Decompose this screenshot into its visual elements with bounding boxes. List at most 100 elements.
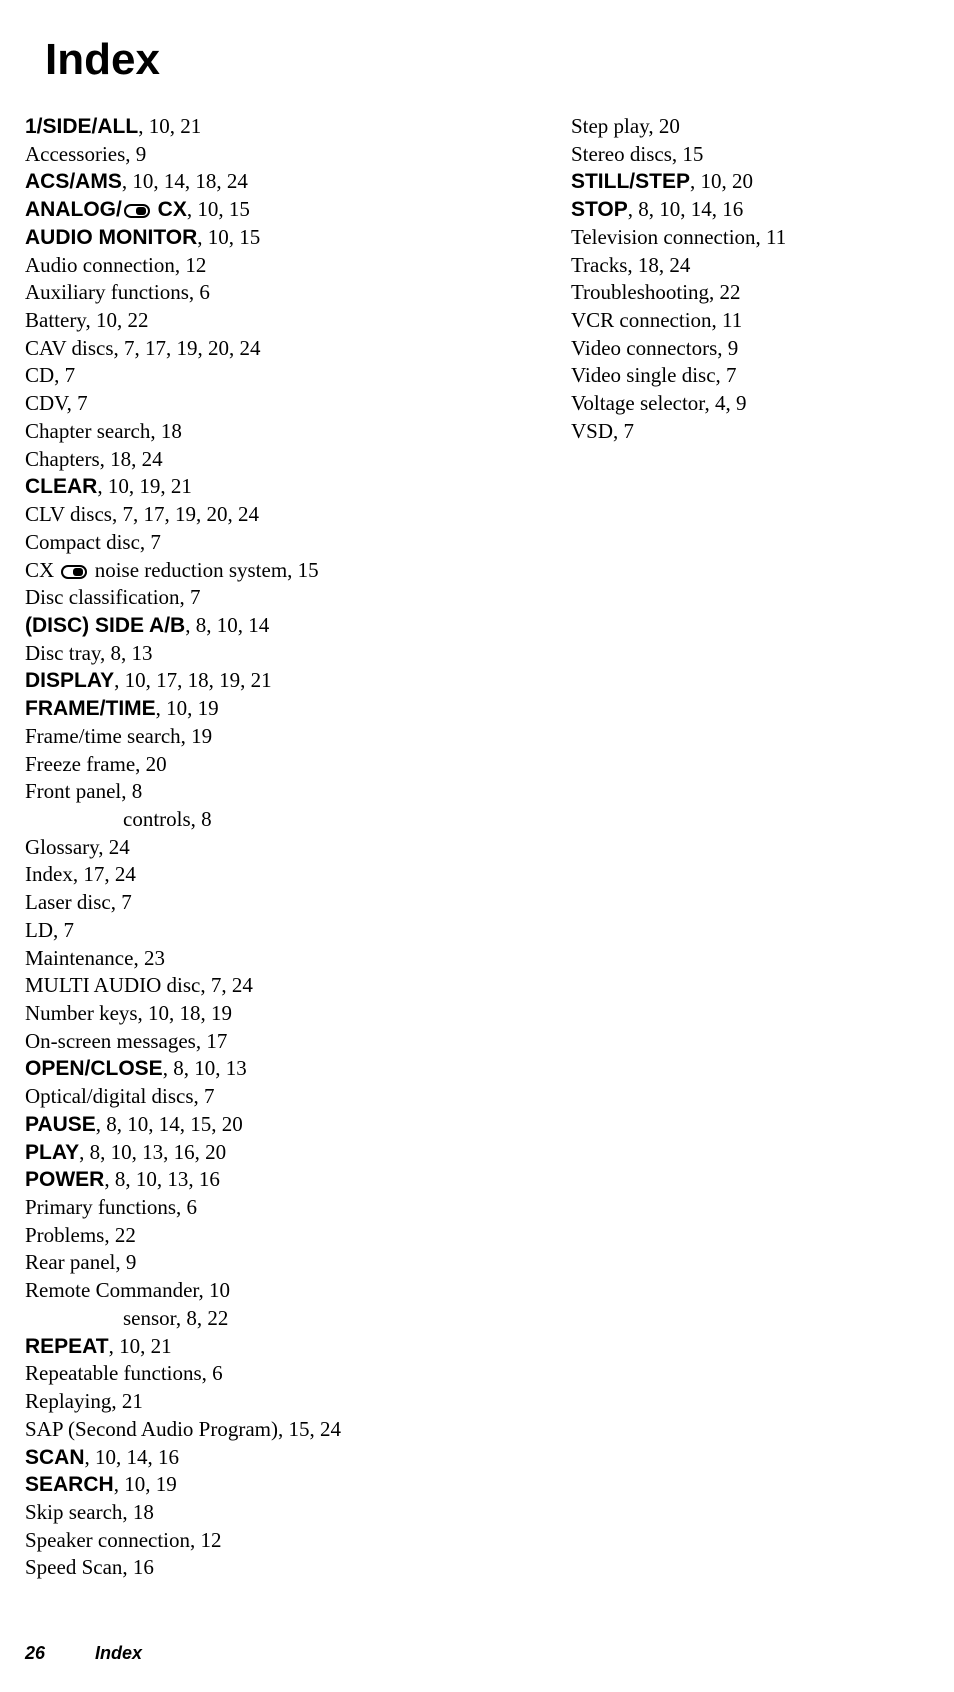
index-pages: , 10, 21 bbox=[138, 114, 201, 138]
index-pages: , 10, 15 bbox=[187, 197, 250, 221]
index-entry: Speed Scan, 16 bbox=[25, 1554, 341, 1582]
index-entry: LD, 7 bbox=[25, 917, 341, 945]
index-entry: Primary functions, 6 bbox=[25, 1194, 341, 1222]
index-term-bold: PLAY bbox=[25, 1141, 79, 1164]
index-entry: Front panel, 8 bbox=[25, 778, 341, 806]
index-term: Number keys, 10, 18, 19 bbox=[25, 1001, 232, 1025]
index-term: Front panel, 8 bbox=[25, 779, 142, 803]
index-pages: , 10, 15 bbox=[197, 225, 260, 249]
index-pages: , 10, 19, 21 bbox=[97, 474, 192, 498]
index-term: Television connection, 11 bbox=[571, 225, 786, 249]
index-entry: Replaying, 21 bbox=[25, 1388, 341, 1416]
index-entry: Tracks, 18, 24 bbox=[571, 252, 786, 280]
index-entry: Skip search, 18 bbox=[25, 1499, 341, 1527]
index-entry: Maintenance, 23 bbox=[25, 945, 341, 973]
index-pages: , 10, 19 bbox=[114, 1472, 177, 1496]
index-entry: PLAY, 8, 10, 13, 16, 20 bbox=[25, 1139, 341, 1167]
index-pages: , 8, 10, 13 bbox=[163, 1056, 247, 1080]
index-entry: Frame/time search, 19 bbox=[25, 723, 341, 751]
index-term-bold: AUDIO MONITOR bbox=[25, 226, 197, 249]
index-columns: 1/SIDE/ALL, 10, 21Accessories, 9ACS/AMS,… bbox=[25, 113, 929, 1582]
footer-page-number: 26 bbox=[25, 1643, 45, 1663]
index-entry: CAV discs, 7, 17, 19, 20, 24 bbox=[25, 335, 341, 363]
index-term-bold: STILL/STEP bbox=[571, 170, 690, 193]
index-term-bold: STOP bbox=[571, 198, 628, 221]
index-term: SAP (Second Audio Program), 15, 24 bbox=[25, 1417, 341, 1441]
index-entry: MULTI AUDIO disc, 7, 24 bbox=[25, 972, 341, 1000]
index-term: Disc classification, 7 bbox=[25, 585, 201, 609]
footer-label: Index bbox=[95, 1643, 142, 1663]
index-entry: 1/SIDE/ALL, 10, 21 bbox=[25, 113, 341, 141]
index-term: VSD, 7 bbox=[571, 419, 634, 443]
index-term: Freeze frame, 20 bbox=[25, 752, 167, 776]
index-term: MULTI AUDIO disc, 7, 24 bbox=[25, 973, 253, 997]
index-entry: Compact disc, 7 bbox=[25, 529, 341, 557]
cx-icon bbox=[124, 204, 150, 218]
index-entry: Audio connection, 12 bbox=[25, 252, 341, 280]
index-entry: Number keys, 10, 18, 19 bbox=[25, 1000, 341, 1028]
index-entry: CLEAR, 10, 19, 21 bbox=[25, 473, 341, 501]
index-term: Audio connection, 12 bbox=[25, 253, 206, 277]
index-entry: Index, 17, 24 bbox=[25, 861, 341, 889]
index-pages: , 8, 10, 13, 16, 20 bbox=[79, 1140, 226, 1164]
index-term-bold: OPEN/CLOSE bbox=[25, 1057, 163, 1080]
index-term: CAV discs, 7, 17, 19, 20, 24 bbox=[25, 336, 261, 360]
index-term: Skip search, 18 bbox=[25, 1500, 154, 1524]
index-column-right: Step play, 20Stereo discs, 15STILL/STEP,… bbox=[571, 113, 786, 1582]
index-pages: , 8, 10, 14, 16 bbox=[628, 197, 744, 221]
index-entry: Remote Commander, 10 bbox=[25, 1277, 341, 1305]
index-term: Chapter search, 18 bbox=[25, 419, 182, 443]
index-pages: , 8, 10, 14 bbox=[185, 613, 269, 637]
index-term: Laser disc, 7 bbox=[25, 890, 132, 914]
index-term-bold: DISPLAY bbox=[25, 669, 114, 692]
index-entry: SCAN, 10, 14, 16 bbox=[25, 1444, 341, 1472]
index-term: Disc tray, 8, 13 bbox=[25, 641, 153, 665]
index-term-bold: SEARCH bbox=[25, 1473, 114, 1496]
index-entry: SEARCH, 10, 19 bbox=[25, 1471, 341, 1499]
index-term: Rear panel, 9 bbox=[25, 1250, 136, 1274]
index-term: Video connectors, 9 bbox=[571, 336, 738, 360]
index-term: CLV discs, 7, 17, 19, 20, 24 bbox=[25, 502, 259, 526]
index-entry: Battery, 10, 22 bbox=[25, 307, 341, 335]
index-entry: STOP, 8, 10, 14, 16 bbox=[571, 196, 786, 224]
index-entry: Disc classification, 7 bbox=[25, 584, 341, 612]
index-entry: Troubleshooting, 22 bbox=[571, 279, 786, 307]
index-term: CDV, 7 bbox=[25, 391, 88, 415]
index-term: Index, 17, 24 bbox=[25, 862, 136, 886]
index-term: Problems, 22 bbox=[25, 1223, 136, 1247]
index-term: Repeatable functions, 6 bbox=[25, 1361, 223, 1385]
index-entry: Laser disc, 7 bbox=[25, 889, 341, 917]
index-pages: , 8, 10, 13, 16 bbox=[104, 1167, 220, 1191]
index-term: Optical/digital discs, 7 bbox=[25, 1084, 215, 1108]
index-term: VCR connection, 11 bbox=[571, 308, 742, 332]
index-term: Chapters, 18, 24 bbox=[25, 447, 163, 471]
index-entry: On-screen messages, 17 bbox=[25, 1028, 341, 1056]
index-term-bold: CX bbox=[152, 198, 187, 221]
index-entry: Television connection, 11 bbox=[571, 224, 786, 252]
index-pages: , 10, 14, 16 bbox=[85, 1445, 180, 1469]
index-term: LD, 7 bbox=[25, 918, 74, 942]
index-term: Primary functions, 6 bbox=[25, 1195, 197, 1219]
index-term: CD, 7 bbox=[25, 363, 75, 387]
index-pages: , 10, 19 bbox=[156, 696, 219, 720]
index-entry: VCR connection, 11 bbox=[571, 307, 786, 335]
index-term: Video single disc, 7 bbox=[571, 363, 737, 387]
index-term: Tracks, 18, 24 bbox=[571, 253, 690, 277]
index-entry: FRAME/TIME, 10, 19 bbox=[25, 695, 341, 723]
index-term: Remote Commander, 10 bbox=[25, 1278, 230, 1302]
index-term-bold: 1/SIDE/ALL bbox=[25, 115, 138, 138]
index-entry: Video single disc, 7 bbox=[571, 362, 786, 390]
index-column-left: 1/SIDE/ALL, 10, 21Accessories, 9ACS/AMS,… bbox=[25, 113, 341, 1582]
index-entry: ANALOG/ CX, 10, 15 bbox=[25, 196, 341, 224]
index-pages: , 10, 14, 18, 24 bbox=[122, 169, 248, 193]
index-entry: Optical/digital discs, 7 bbox=[25, 1083, 341, 1111]
index-entry: sensor, 8, 22 bbox=[123, 1305, 341, 1333]
index-term: Compact disc, 7 bbox=[25, 530, 161, 554]
index-entry: Auxiliary functions, 6 bbox=[25, 279, 341, 307]
index-term: Troubleshooting, 22 bbox=[571, 280, 741, 304]
index-term-bold: ANALOG/ bbox=[25, 198, 122, 221]
index-term: Battery, 10, 22 bbox=[25, 308, 148, 332]
index-entry: ACS/AMS, 10, 14, 18, 24 bbox=[25, 168, 341, 196]
index-term: sensor, 8, 22 bbox=[123, 1306, 228, 1330]
index-term-bold: SCAN bbox=[25, 1446, 85, 1469]
